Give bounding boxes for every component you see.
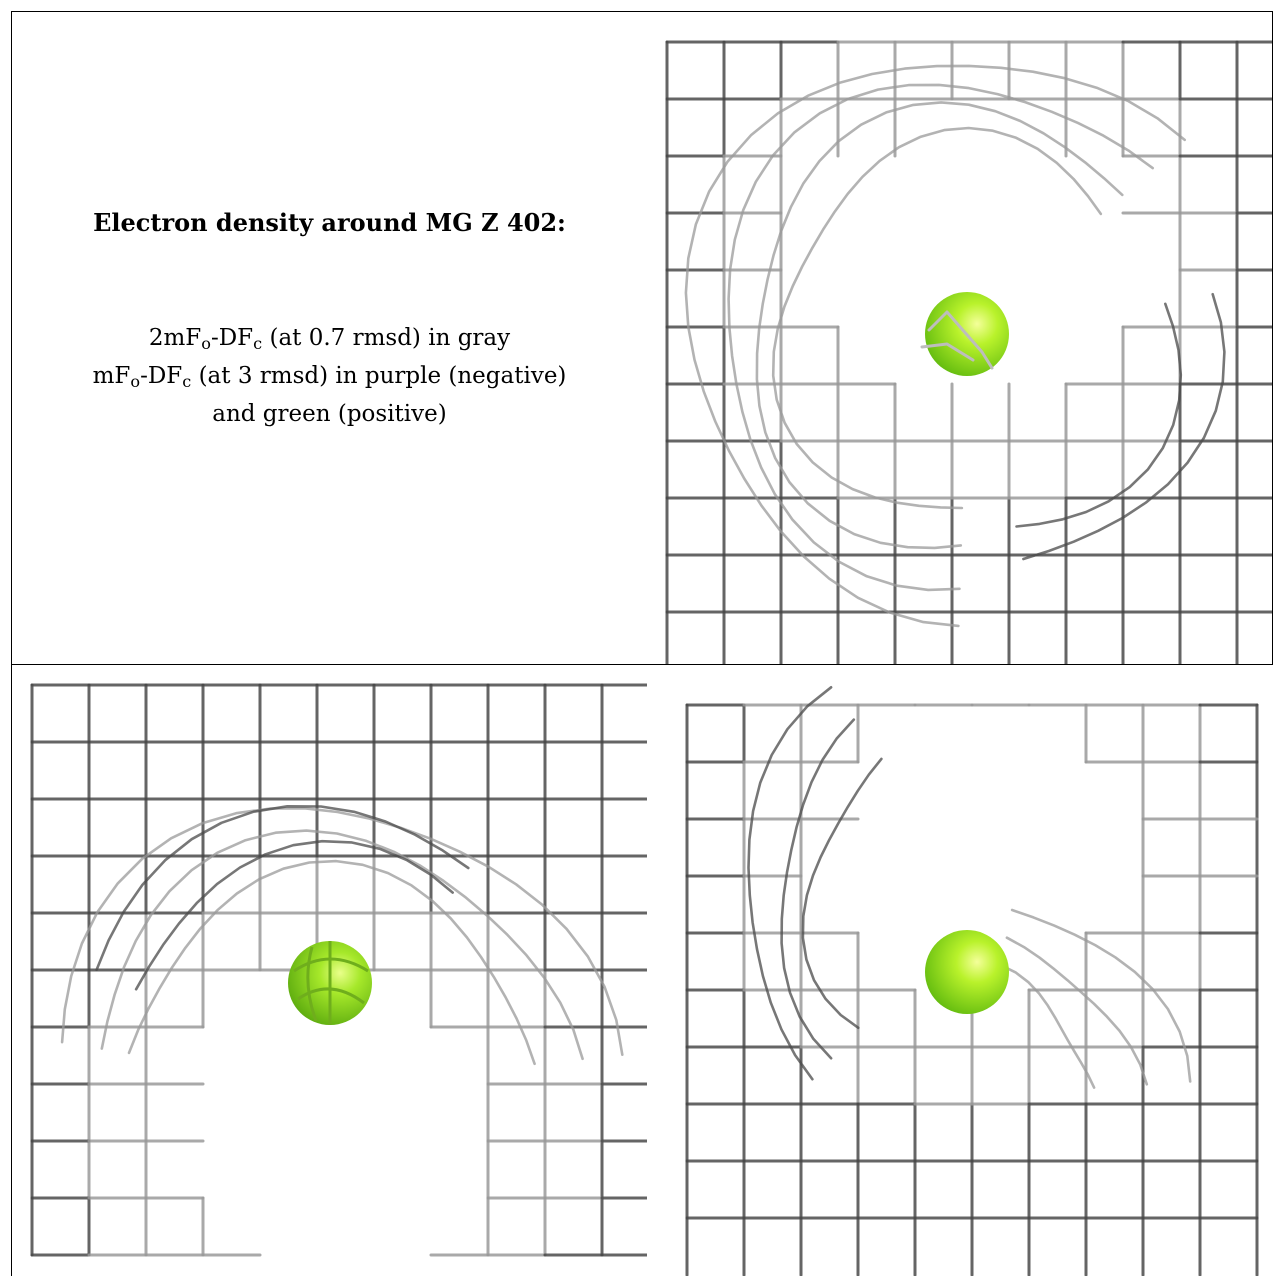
mesh-contour <box>727 83 1155 592</box>
mesh-contour <box>1015 302 1183 528</box>
figure-grid: Electron density around MG Z 402: 2mFo-D… <box>11 11 1273 1276</box>
mesh-contour <box>780 718 856 1060</box>
mesh-contour <box>1005 936 1149 1086</box>
mesh-contour <box>1022 292 1226 561</box>
legend-line-positive: and green (positive) <box>212 401 447 427</box>
mesh-contour <box>134 839 455 991</box>
mesh-contour <box>801 757 883 1030</box>
mesh-contour <box>771 126 1103 510</box>
caption-panel: Electron density around MG Z 402: 2mFo-D… <box>11 11 648 665</box>
mesh-contour <box>60 807 624 1057</box>
density-mesh-3 <box>685 685 1259 1276</box>
legend-line-gray: 2mFo-DFc (at 0.7 rmsd) in gray <box>148 325 511 353</box>
mesh-contour <box>100 829 584 1061</box>
mg-atom-2 <box>288 941 372 1025</box>
mesh-contour <box>684 64 1187 628</box>
density-mesh-1 <box>665 40 1272 665</box>
density-view-1 <box>647 11 1273 665</box>
figure-title: Electron density around MG Z 402: <box>93 208 566 237</box>
mesh-contour <box>1000 964 1096 1089</box>
legend-text: 2mFo-DFc (at 0.7 rmsd) in gray mFo-DFc (… <box>12 319 647 433</box>
mesh-contour <box>127 859 536 1066</box>
mesh-contour <box>1010 908 1192 1083</box>
density-view-2 <box>11 664 648 1276</box>
mesh-contour <box>755 101 1124 550</box>
density-mesh-2 <box>30 683 647 1257</box>
density-view-3 <box>647 664 1273 1276</box>
mesh-contour <box>747 685 833 1081</box>
legend-line-difference: mFo-DFc (at 3 rmsd) in purple (negative) <box>92 363 567 391</box>
mesh-contour <box>95 805 470 972</box>
mg-atom-3 <box>925 930 1009 1014</box>
mg-atom-1 <box>920 292 1009 376</box>
